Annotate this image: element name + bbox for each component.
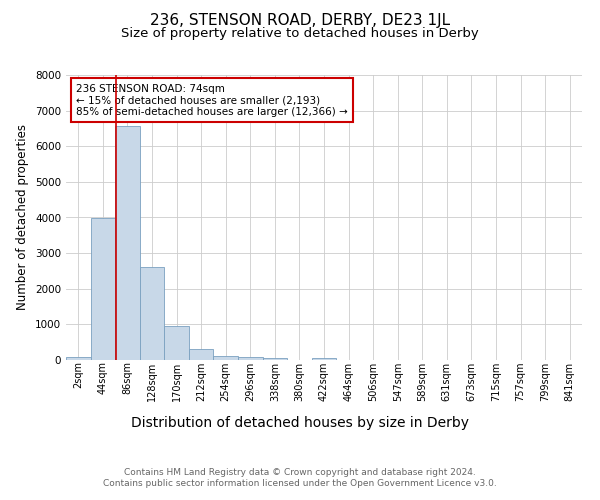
Bar [140, 266, 164, 360]
Bar [214, 356, 238, 360]
Bar [312, 358, 336, 360]
Text: 236, STENSON ROAD, DERBY, DE23 1JL: 236, STENSON ROAD, DERBY, DE23 1JL [150, 12, 450, 28]
Bar [164, 326, 189, 360]
Bar [115, 126, 140, 360]
Text: Distribution of detached houses by size in Derby: Distribution of detached houses by size … [131, 416, 469, 430]
Bar [263, 358, 287, 360]
Bar [66, 357, 91, 360]
Bar [91, 218, 115, 360]
Bar [238, 357, 263, 360]
Text: Contains HM Land Registry data © Crown copyright and database right 2024.
Contai: Contains HM Land Registry data © Crown c… [103, 468, 497, 487]
Text: Size of property relative to detached houses in Derby: Size of property relative to detached ho… [121, 28, 479, 40]
Bar [189, 349, 214, 360]
Y-axis label: Number of detached properties: Number of detached properties [16, 124, 29, 310]
Text: 236 STENSON ROAD: 74sqm
← 15% of detached houses are smaller (2,193)
85% of semi: 236 STENSON ROAD: 74sqm ← 15% of detache… [76, 84, 348, 116]
